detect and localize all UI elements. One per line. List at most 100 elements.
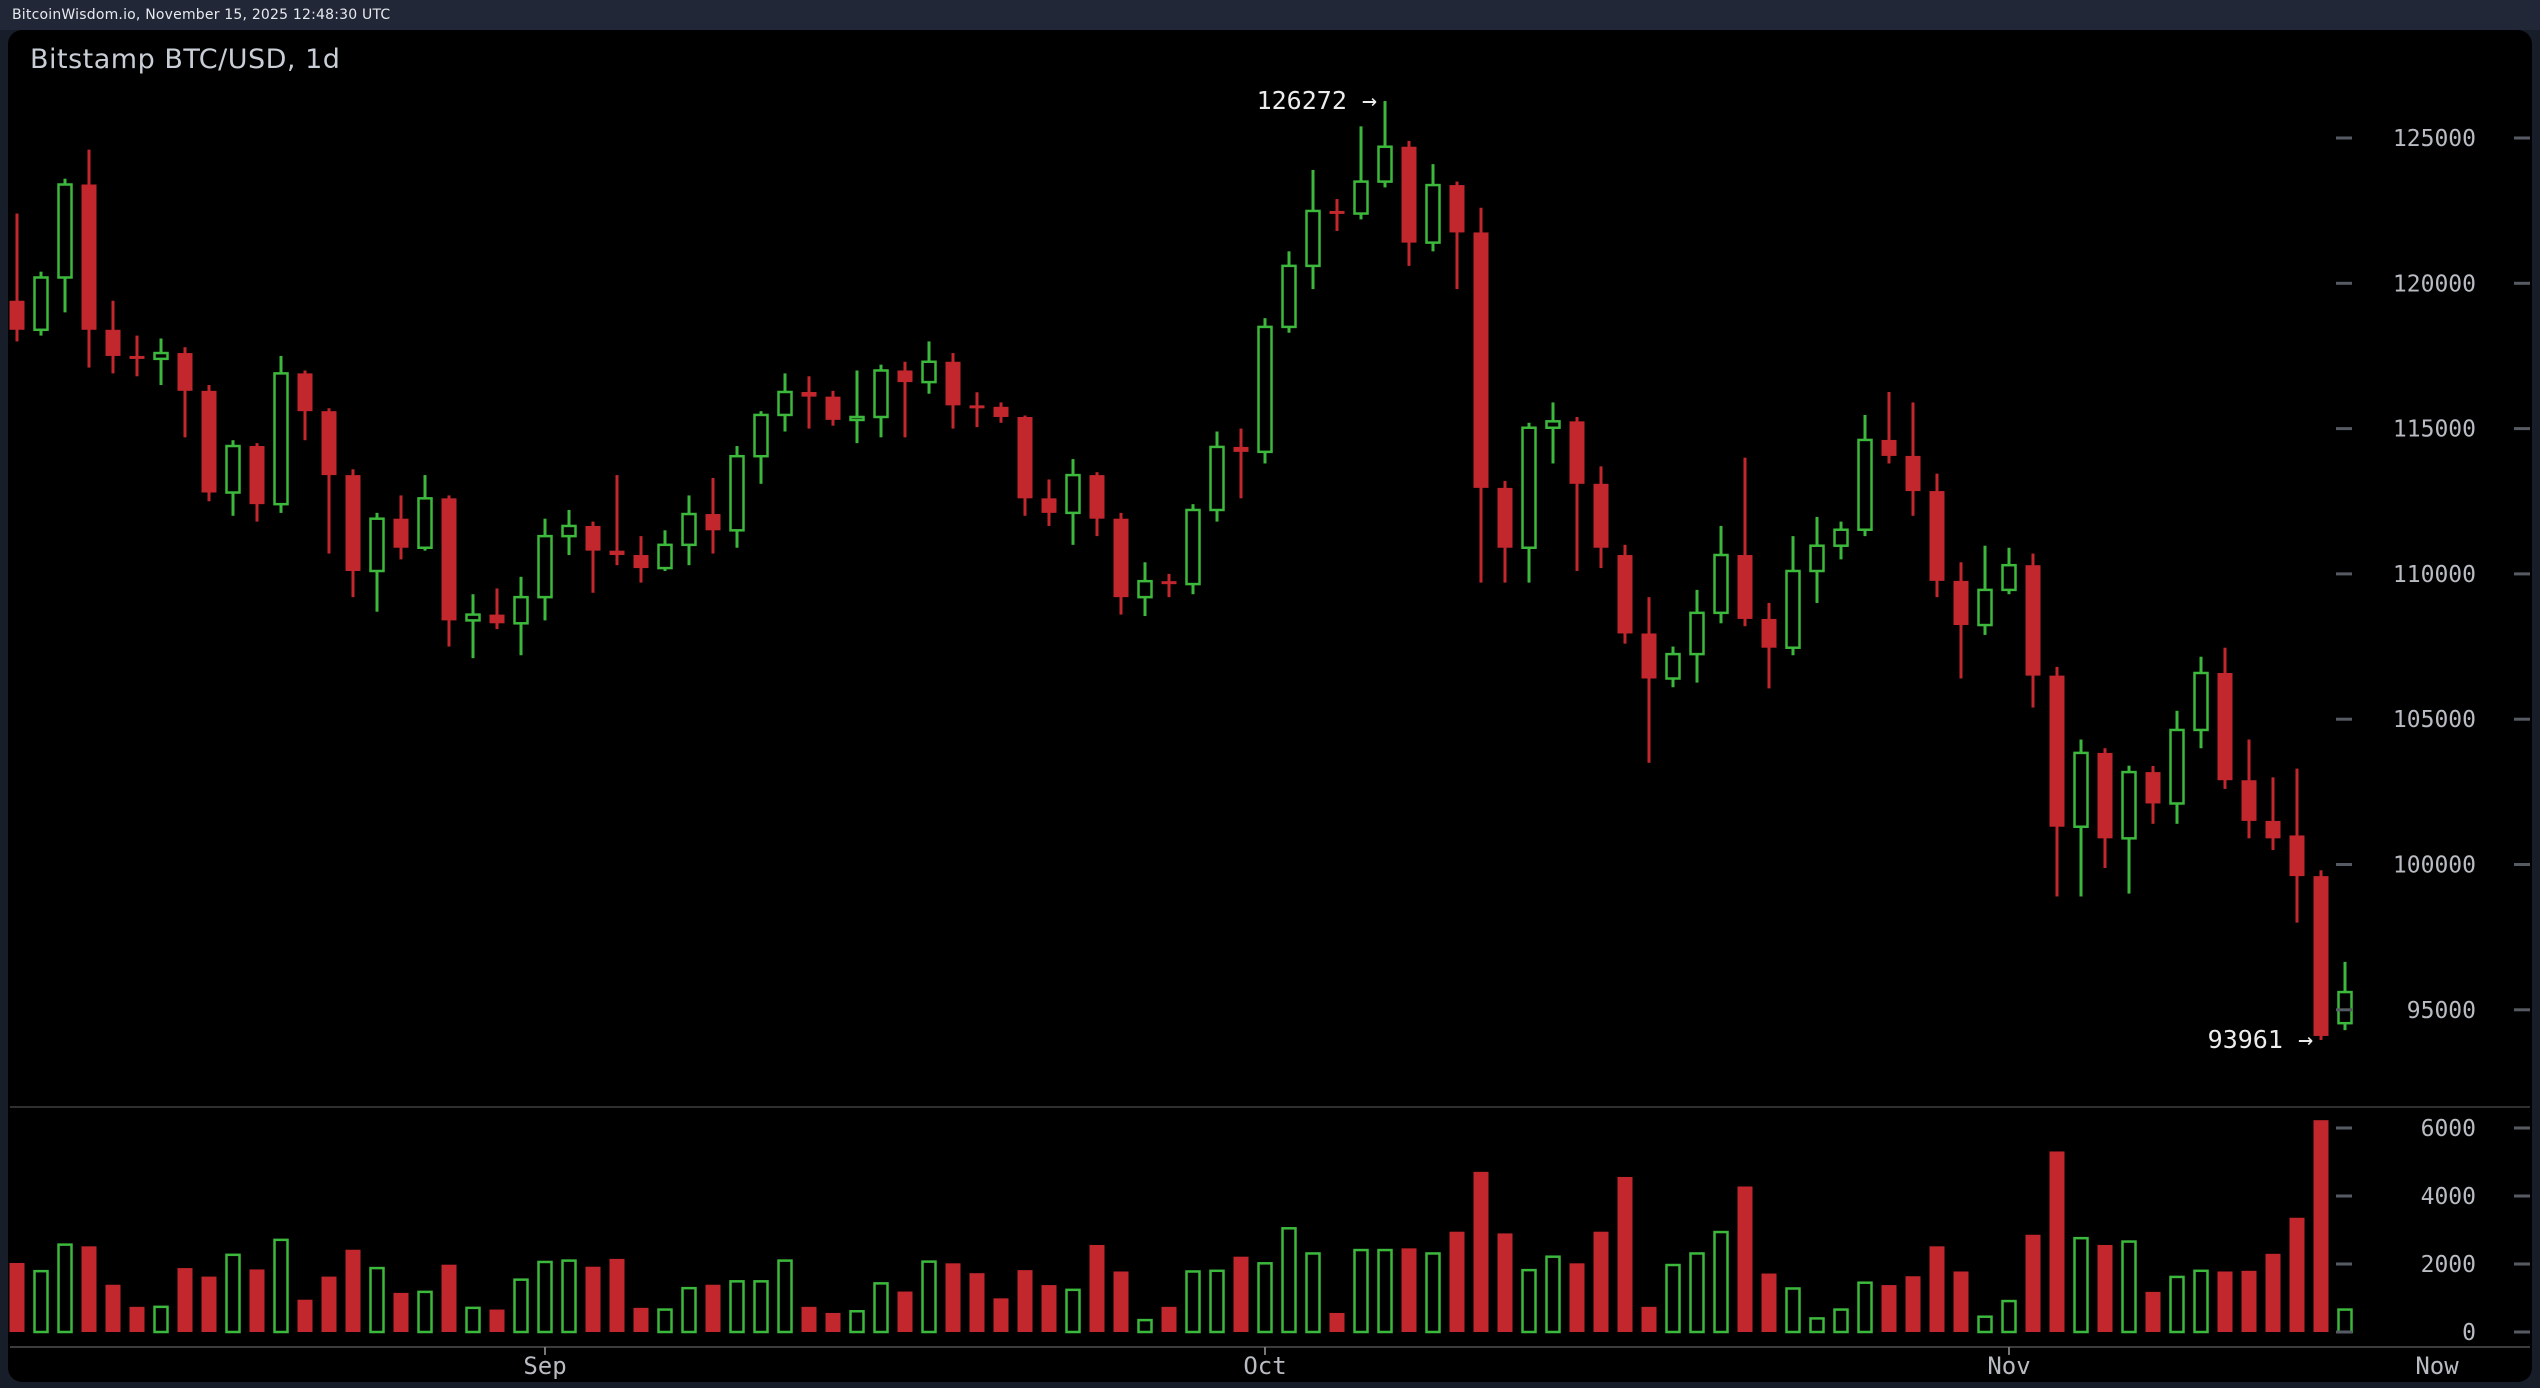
candle[interactable] xyxy=(729,446,745,548)
volume-bar[interactable] xyxy=(1137,1318,1153,1334)
volume-bar[interactable] xyxy=(2289,1217,2305,1332)
candle[interactable] xyxy=(1593,466,1609,569)
volume-bar[interactable] xyxy=(129,1306,145,1332)
volume-bar[interactable] xyxy=(2337,1308,2353,1334)
candle[interactable] xyxy=(1689,589,1705,683)
volume-bar[interactable] xyxy=(1617,1176,1633,1332)
volume-bar[interactable] xyxy=(1905,1276,1921,1332)
volume-bar[interactable] xyxy=(1953,1271,1969,1332)
candle[interactable] xyxy=(81,149,97,368)
volume-bar[interactable] xyxy=(2169,1275,2185,1334)
candle[interactable] xyxy=(2193,656,2209,749)
volume-bar[interactable] xyxy=(1377,1248,1393,1334)
volume-bar[interactable] xyxy=(1473,1171,1489,1332)
candle[interactable] xyxy=(1521,422,1537,583)
month-label[interactable]: Nov xyxy=(1987,1352,2030,1380)
volume-bar[interactable] xyxy=(177,1268,193,1332)
candle[interactable] xyxy=(1089,472,1105,537)
candle[interactable] xyxy=(1281,251,1297,333)
candle[interactable] xyxy=(1041,479,1057,526)
volume-bar[interactable] xyxy=(393,1292,409,1332)
candle[interactable] xyxy=(297,370,313,441)
volume-bar[interactable] xyxy=(1785,1287,1801,1334)
volume-bar[interactable] xyxy=(705,1284,721,1332)
candle[interactable] xyxy=(2313,870,2329,1040)
volume-bar[interactable] xyxy=(153,1305,169,1334)
volume-bar[interactable] xyxy=(297,1299,313,1332)
volume-bar[interactable] xyxy=(969,1273,985,1332)
candle[interactable] xyxy=(873,364,889,438)
candle[interactable] xyxy=(2289,768,2305,923)
candle[interactable] xyxy=(369,512,385,612)
candle[interactable] xyxy=(945,353,961,429)
candle[interactable] xyxy=(609,475,625,566)
candle[interactable] xyxy=(201,385,217,502)
candle[interactable] xyxy=(1857,414,1873,537)
volume-bar[interactable] xyxy=(1737,1186,1753,1332)
volume-bar[interactable] xyxy=(2121,1240,2137,1334)
candle[interactable] xyxy=(489,588,505,630)
volume-bar[interactable] xyxy=(225,1253,241,1334)
candle[interactable] xyxy=(1737,457,1753,627)
candle[interactable] xyxy=(2001,547,2017,595)
candle[interactable] xyxy=(2025,553,2041,708)
volume-bar[interactable] xyxy=(1569,1263,1585,1332)
candle[interactable] xyxy=(681,495,697,566)
volume-bar[interactable] xyxy=(345,1249,361,1332)
candle[interactable] xyxy=(1449,181,1465,290)
candle[interactable] xyxy=(2241,739,2257,839)
volume-bar[interactable] xyxy=(57,1243,73,1334)
candle[interactable] xyxy=(753,411,769,484)
volume-bar[interactable] xyxy=(1449,1231,1465,1332)
candle[interactable] xyxy=(633,536,649,583)
candle[interactable] xyxy=(1161,573,1177,598)
volume-bar[interactable] xyxy=(417,1290,433,1334)
volume-bar[interactable] xyxy=(9,1262,25,1332)
candle[interactable] xyxy=(417,475,433,551)
candle[interactable] xyxy=(273,355,289,513)
volume-bar[interactable] xyxy=(1209,1269,1225,1334)
candle[interactable] xyxy=(105,300,121,374)
volume-bar[interactable] xyxy=(321,1276,337,1332)
volume-bar[interactable] xyxy=(2049,1151,2065,1332)
volume-bar[interactable] xyxy=(537,1260,553,1334)
volume-bar[interactable] xyxy=(657,1308,673,1334)
candle[interactable] xyxy=(993,402,1009,423)
volume-bar[interactable] xyxy=(993,1298,1009,1332)
volume-bar[interactable] xyxy=(2001,1299,2017,1334)
volume-bar[interactable] xyxy=(105,1284,121,1332)
volume-bar[interactable] xyxy=(897,1291,913,1332)
volume-bar[interactable] xyxy=(2145,1291,2161,1332)
volume-bar[interactable] xyxy=(513,1278,529,1334)
volume-bar[interactable] xyxy=(1305,1252,1321,1334)
candle[interactable] xyxy=(1401,140,1417,266)
volume-bar[interactable] xyxy=(2193,1269,2209,1334)
volume-bar[interactable] xyxy=(1041,1285,1057,1332)
candle[interactable] xyxy=(1329,199,1345,231)
volume-bar[interactable] xyxy=(1113,1271,1129,1332)
candle[interactable] xyxy=(1665,646,1681,688)
volume-bar[interactable] xyxy=(2097,1244,2113,1332)
candle[interactable] xyxy=(1977,545,1993,635)
volume-bar[interactable] xyxy=(2073,1236,2089,1334)
volume-bar[interactable] xyxy=(729,1280,745,1334)
volume-bar[interactable] xyxy=(1713,1230,1729,1334)
volume-bar[interactable] xyxy=(2313,1120,2329,1332)
volume-bar[interactable] xyxy=(1185,1270,1201,1334)
volume-bar[interactable] xyxy=(1017,1270,1033,1332)
volume-bar[interactable] xyxy=(2025,1234,2041,1332)
candle[interactable] xyxy=(2097,748,2113,868)
candle[interactable] xyxy=(1905,402,1921,516)
candle[interactable] xyxy=(1881,391,1897,464)
candle[interactable] xyxy=(777,373,793,432)
candle[interactable] xyxy=(465,594,481,659)
candle[interactable] xyxy=(441,495,457,647)
candle[interactable] xyxy=(1953,562,1969,679)
volume-bar[interactable] xyxy=(753,1280,769,1334)
candle[interactable] xyxy=(1209,431,1225,522)
candle[interactable] xyxy=(585,521,601,593)
candle[interactable] xyxy=(249,443,265,522)
candle[interactable] xyxy=(1017,415,1033,516)
volume-bar[interactable] xyxy=(441,1264,457,1332)
